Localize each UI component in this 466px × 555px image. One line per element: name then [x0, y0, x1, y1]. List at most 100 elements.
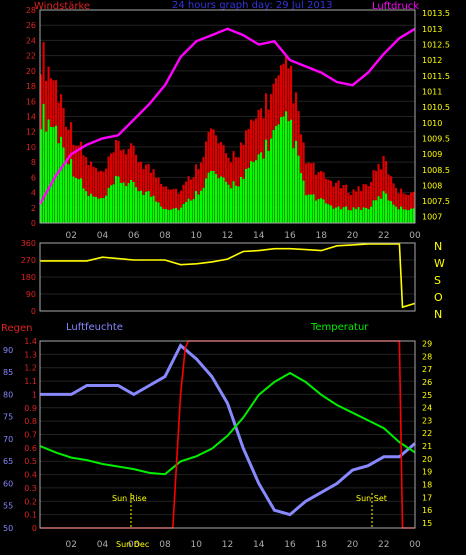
wind-avg-bar [333, 209, 335, 223]
wind-avg-bar [190, 201, 192, 223]
wind-avg-bar [170, 210, 172, 223]
pressure-tick-label: 1013 [422, 25, 442, 34]
wind-tick-label: 0 [31, 219, 36, 228]
panel-rain-humidity-temp: Regen Luftfeuchte Temperatur Sun Rise Su… [1, 322, 432, 550]
wind-avg-bar [120, 183, 122, 223]
wind-avg-bar [243, 179, 245, 223]
wind-avg-bar [238, 186, 240, 223]
temperature-tick-label: 23 [422, 416, 432, 425]
panel1-x-tick-label: 10 [191, 231, 203, 241]
direction-tick-label: 0 [31, 307, 36, 316]
wind-avg-bar [265, 140, 267, 223]
panel3-x-tick-label: 20 [347, 540, 359, 550]
wind-avg-bar [268, 151, 270, 223]
rain-tick-label: 1.4 [24, 337, 37, 346]
direction-line [40, 244, 415, 307]
wind-tick-label: 18 [26, 82, 36, 91]
wind-avg-bar [410, 209, 412, 223]
wind-avg-bar [388, 200, 390, 223]
humidity-line [40, 346, 415, 515]
rain-tick-label: 0.3 [24, 484, 37, 493]
temperature-tick-label: 17 [422, 493, 432, 502]
rain-tick-label: 0.7 [24, 431, 37, 440]
wind-avg-bar [168, 210, 170, 223]
rain-tick-label: 1.1 [24, 377, 37, 386]
panel3-x-tick-label: 08 [159, 540, 171, 550]
wind-tick-label: 2 [31, 204, 36, 213]
rain-tick-label: 0.6 [24, 444, 37, 453]
wind-avg-bar [248, 168, 250, 223]
wind-avg-bar [70, 159, 72, 223]
humidity-tick-label: 85 [3, 368, 13, 377]
wind-avg-bar [340, 209, 342, 223]
wind-avg-bar [210, 171, 212, 223]
humidity-tick-label: 50 [3, 524, 13, 533]
wind-avg-bar [400, 207, 402, 223]
pressure-tick-label: 1011.5 [422, 72, 450, 81]
wind-avg-bar [355, 209, 357, 223]
wind-avg-bar [165, 209, 167, 223]
rain-tick-label: 0.1 [24, 511, 37, 520]
humidity-tick-label: 65 [3, 457, 13, 466]
wind-avg-bar [303, 181, 305, 223]
wind-avg-bar [288, 121, 290, 223]
wind-avg-bar [195, 191, 197, 223]
wind-avg-bar [283, 117, 285, 224]
temperature-tick-label: 24 [422, 404, 432, 413]
wind-avg-bar [93, 197, 95, 224]
wind-avg-bar [85, 191, 87, 223]
wind-avg-bar [155, 202, 157, 224]
humidity-tick-label: 80 [3, 390, 13, 399]
wind-avg-bar [218, 178, 220, 223]
humidity-tick-label: 55 [3, 502, 13, 511]
wind-avg-bar [148, 191, 150, 223]
wind-avg-bar [198, 195, 200, 223]
rain-ticks: 0 0.1 0.2 0.3 0.4 0.5 0.6 0.7 0.8 0.9 1 1.1 1.2 1.3 1.… [24, 337, 37, 533]
wind-avg-bar [143, 195, 145, 223]
rain-tick-label: 1.3 [24, 350, 37, 359]
wind-avg-bar [200, 191, 202, 223]
pressure-tick-label: 1007.5 [422, 197, 450, 206]
wind-avg-bar [353, 207, 355, 223]
wind-avg-bar [250, 161, 252, 223]
sun-markers: Sun Rise Sun Set [112, 493, 387, 528]
wind-avg-bar [95, 197, 97, 223]
rain-tick-label: 0.9 [24, 404, 37, 413]
wind-avg-bar [255, 160, 257, 223]
wind-avg-bar [323, 199, 325, 223]
humidity-tick-label: 90 [3, 346, 13, 355]
panel3-x-tick-label: 10 [191, 540, 203, 550]
pressure-tick-label: 1012 [422, 56, 442, 65]
wind-avg-bar [308, 195, 310, 224]
wind-avg-bar [108, 188, 110, 223]
wind-avg-bar [205, 178, 207, 223]
pressure-tick-label: 1008.5 [422, 166, 450, 175]
temperature-tick-label: 19 [422, 468, 432, 477]
wind-avg-bar [403, 209, 405, 223]
pressure-ticks: 10071007.510081008.510091009.510101010.5… [422, 9, 450, 222]
temperature-tick-label: 27 [422, 365, 432, 374]
wind-tick-label: 12 [26, 128, 36, 137]
panel-wind-direction: 090180270360 NWSON [21, 239, 445, 321]
rain-axis-label: Regen [1, 323, 33, 334]
wind-avg-bar [413, 208, 415, 223]
wind-avg-bar [125, 186, 127, 223]
wind-avg-bar [278, 124, 280, 223]
wind-tick-label: 26 [26, 21, 36, 30]
wind-tick-label: 8 [31, 158, 36, 167]
pressure-tick-label: 1009 [422, 150, 442, 159]
wind-avg-bar [260, 152, 262, 223]
wind-tick-label: 24 [26, 36, 36, 45]
temperature-tick-label: 26 [422, 378, 432, 387]
wind-avg-bar [318, 199, 320, 223]
wind-avg-bar [298, 156, 300, 223]
wind-avg-bar [330, 206, 332, 224]
direction-tick-label: 90 [26, 290, 36, 299]
panel3-x-tick-label: 18 [316, 540, 328, 550]
temperature-tick-label: 22 [422, 429, 432, 438]
wind-avg-bar [213, 171, 215, 223]
wind-avg-bar [185, 202, 187, 223]
wind-avg-bar [138, 191, 140, 223]
wind-tick-label: 16 [26, 97, 36, 106]
temperature-tick-label: 15 [422, 519, 432, 528]
